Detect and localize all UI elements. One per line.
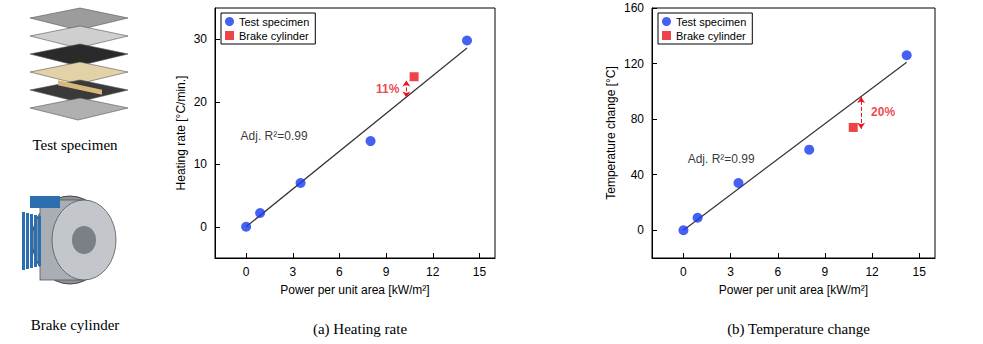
svg-text:Test specimen: Test specimen	[32, 137, 118, 153]
svg-text:Adj. R²=0.99: Adj. R²=0.99	[688, 152, 755, 166]
svg-text:Brake cylinder: Brake cylinder	[239, 30, 309, 42]
svg-text:6: 6	[774, 265, 781, 279]
svg-text:0: 0	[637, 223, 644, 237]
svg-text:3: 3	[289, 265, 296, 279]
svg-text:Adj. R²=0.99: Adj. R²=0.99	[241, 129, 308, 143]
svg-text:12: 12	[426, 265, 440, 279]
svg-text:0: 0	[680, 265, 687, 279]
svg-text:120: 120	[624, 57, 644, 71]
svg-text:Power per unit area [kW/m²]: Power per unit area [kW/m²]	[280, 283, 429, 297]
svg-text:Heating rate [°C/min.]: Heating rate [°C/min.]	[174, 76, 188, 191]
svg-text:30: 30	[194, 32, 208, 46]
svg-text:10: 10	[194, 157, 208, 171]
svg-text:15: 15	[913, 265, 927, 279]
svg-text:12: 12	[865, 265, 879, 279]
svg-text:Brake cylinder: Brake cylinder	[31, 317, 120, 333]
svg-text:40: 40	[631, 168, 645, 182]
svg-text:0: 0	[200, 220, 207, 234]
svg-text:(a) Heating rate: (a) Heating rate	[313, 321, 407, 338]
svg-text:Brake cylinder: Brake cylinder	[676, 30, 746, 42]
svg-text:3: 3	[727, 265, 734, 279]
svg-text:(b) Temperature change: (b) Temperature change	[727, 321, 870, 338]
svg-text:80: 80	[631, 112, 645, 126]
svg-text:9: 9	[383, 265, 390, 279]
svg-text:9: 9	[822, 265, 829, 279]
svg-text:Test specimen: Test specimen	[239, 16, 309, 28]
svg-text:Power per unit area [kW/m²]: Power per unit area [kW/m²]	[719, 283, 868, 297]
svg-text:20%: 20%	[871, 105, 895, 119]
svg-text:Temperature change [°C]: Temperature change [°C]	[604, 66, 618, 200]
svg-text:15: 15	[473, 265, 487, 279]
svg-text:Test specimen: Test specimen	[676, 16, 746, 28]
svg-text:20: 20	[194, 95, 208, 109]
svg-text:0: 0	[243, 265, 250, 279]
svg-text:6: 6	[336, 265, 343, 279]
svg-text:160: 160	[624, 1, 644, 15]
svg-text:11%: 11%	[376, 82, 400, 96]
